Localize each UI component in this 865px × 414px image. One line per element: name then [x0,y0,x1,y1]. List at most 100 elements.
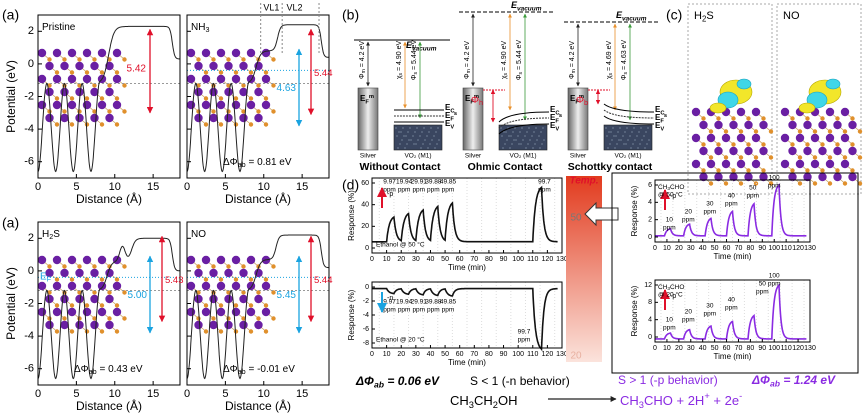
atom [248,329,254,334]
dot [407,131,409,133]
text-part: E [655,105,661,114]
condition-label: @ 20 °C [658,291,683,299]
atom [768,181,774,186]
atom [691,133,701,143]
text-part: V [450,124,454,130]
atom [239,268,248,278]
molecule-label: H2S [694,10,714,23]
dot [542,127,544,129]
x-axis-label: Distance (Å) [225,398,291,413]
atom [701,168,706,173]
gas-label: CH3CHO [658,284,684,291]
text-part: E [616,10,623,20]
behavior-label: -n [387,295,393,302]
semiconductor-block [603,124,653,151]
x-tick-label: 15 [296,181,308,193]
atom [224,113,233,123]
dot [524,135,526,137]
y-tick-label: 20 [361,223,369,230]
dot [403,135,405,137]
atom [92,264,97,269]
atom [60,87,69,97]
x-tick-label: 100 [512,256,524,263]
text-part: C [660,110,664,116]
dot [632,143,634,145]
x-tick-label: 10 [663,245,671,252]
atom [67,255,77,265]
text-part: s [559,112,562,118]
atom [751,133,761,143]
atom [194,87,203,97]
atom [738,181,744,186]
atom [738,129,744,134]
dot [508,135,510,137]
concentration-label: ppm [768,183,781,190]
atom [271,316,276,321]
x-tick-label: 100 [768,245,780,252]
atom [246,48,256,58]
text-part: s [608,72,614,75]
temperature-value: 50 [570,213,582,224]
band-edge [498,123,550,135]
dot [520,143,522,145]
atom [37,281,47,291]
text-part: CH [474,393,493,408]
x-tick-label: 50 [711,245,719,252]
x-axis-label: Distance (Å) [76,191,142,206]
x-tick-label: 120 [792,245,804,252]
atom [218,122,224,127]
atom [112,48,122,58]
text-part: vacuum [517,5,542,12]
atom [721,133,731,143]
text-part: χ [501,75,508,79]
atom [203,122,209,127]
dot [415,143,417,145]
atom [201,100,211,110]
x-tick-label: 130 [804,345,816,352]
atom [759,146,768,156]
y-axis-label: Response (%) [630,185,639,236]
text-part: = 4.69 eV [606,41,613,73]
dot [422,143,424,145]
atom [69,303,75,308]
atom [216,307,226,317]
dot [540,131,542,133]
x-tick-label: 40 [699,345,707,352]
atom [759,172,768,182]
dot [408,139,410,141]
concentration-label: 10 [666,317,674,324]
frame [776,3,862,195]
atom [69,70,75,75]
atom [848,120,857,130]
metal-block [357,87,379,151]
y-tick-label: 0 [28,58,34,70]
atom [112,307,122,317]
text-part: F [365,99,369,105]
charge-density [736,78,752,90]
energy-label: EFm [360,93,374,105]
atom [254,113,263,123]
energy-label: χs = 4.90 eV [396,41,405,80]
atom [84,277,90,282]
concentration-label: 10 [666,217,674,224]
atom [263,96,269,101]
atom [54,277,60,282]
atom [699,120,708,130]
concentration-label: 19.94 [396,299,413,306]
atom [186,48,196,58]
atom [203,277,209,282]
text-part: CHO + 2H [644,393,704,408]
atom [753,129,759,134]
concentration-label: ppm [704,311,717,318]
y-axis-label: Response (%) [347,190,356,241]
atom [82,74,92,84]
text-part: 3 [639,400,644,410]
atom [246,307,256,317]
dot [640,127,642,129]
atom [226,316,231,321]
plot-name: Pristine [42,22,76,33]
text-part: m [361,69,367,73]
dot [526,131,528,133]
y-tick-label: 2 [28,25,34,37]
atom [746,168,751,173]
